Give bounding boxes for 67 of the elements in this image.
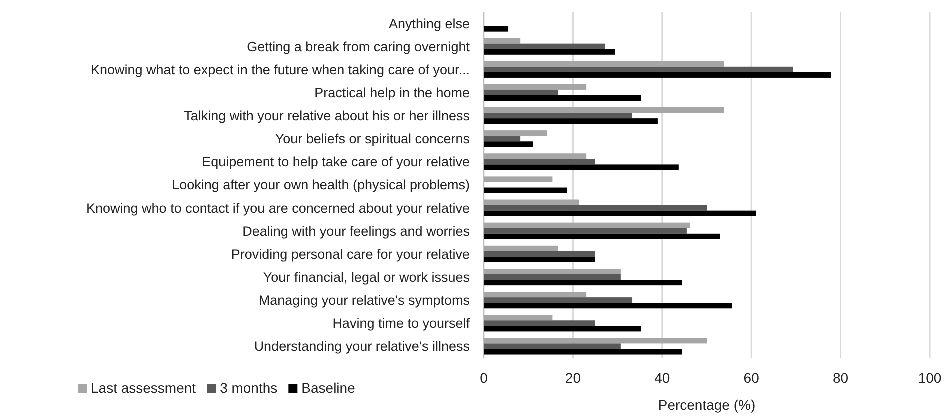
bar xyxy=(484,72,831,78)
x-axis-title: Percentage (%) xyxy=(658,397,756,413)
bar xyxy=(484,344,621,350)
bar xyxy=(484,326,642,332)
y-tick-label: Equipement to help take care of your relative xyxy=(202,154,470,170)
bar xyxy=(484,26,509,32)
bar xyxy=(484,228,687,234)
x-tick-label: 0 xyxy=(480,370,488,386)
bar xyxy=(484,268,621,274)
bar xyxy=(484,205,707,211)
legend-label: 3 months xyxy=(220,380,278,396)
y-tick-label: Getting a break from caring overnight xyxy=(247,39,470,54)
legend-label: Last assessment xyxy=(91,380,196,396)
bar xyxy=(484,176,553,182)
bar xyxy=(484,298,633,304)
y-tick-label: Having time to yourself xyxy=(332,316,470,332)
y-tick-label: Practical help in the home xyxy=(314,85,470,100)
bar xyxy=(484,90,558,96)
bar xyxy=(484,118,658,124)
y-tick-label: Dealing with your feelings and worries xyxy=(242,224,470,239)
bar xyxy=(484,303,732,309)
bar xyxy=(484,107,724,114)
y-tick-label: Anything else xyxy=(388,16,470,32)
bar xyxy=(484,280,682,286)
bar xyxy=(484,84,587,90)
bar xyxy=(484,320,596,326)
x-tick-label: 100 xyxy=(918,370,942,386)
bar xyxy=(484,200,580,206)
x-tick-label: 80 xyxy=(833,370,849,386)
x-tick-label: 20 xyxy=(565,370,582,386)
bar xyxy=(484,113,633,119)
bar xyxy=(484,49,616,55)
bar xyxy=(484,274,621,280)
bar xyxy=(484,136,521,142)
y-tick-label: Understanding your relative's illness xyxy=(254,339,470,354)
y-tick-label: Providing personal care for your relative xyxy=(231,246,470,262)
legend-label: Baseline xyxy=(302,380,356,396)
y-tick-label: Knowing who to contact if you are concerned about your relative xyxy=(86,200,470,216)
bar xyxy=(484,251,596,257)
bar xyxy=(484,164,679,170)
bar xyxy=(484,338,707,344)
bar xyxy=(484,256,596,263)
bar xyxy=(484,130,548,136)
bar xyxy=(484,222,690,228)
x-tick-label: 60 xyxy=(744,370,760,386)
y-tick-label: Your financial, legal or work issues xyxy=(263,270,470,285)
y-tick-label: Your beliefs or spiritual concerns xyxy=(275,132,470,147)
bar xyxy=(484,349,682,355)
bar xyxy=(484,234,720,240)
x-tick-label: 40 xyxy=(654,370,670,386)
bar xyxy=(484,188,568,194)
bar xyxy=(484,292,587,298)
bar xyxy=(484,96,642,102)
bar xyxy=(484,142,534,148)
bar xyxy=(484,315,553,321)
bar xyxy=(484,61,724,67)
y-tick-label: Talking with your relative about his or her illness xyxy=(184,108,470,124)
y-tick-label: Knowing what to expect in the future when taking care of your... xyxy=(91,62,470,78)
y-tick-label: Managing your relative's symptoms xyxy=(258,293,470,308)
bar xyxy=(484,154,587,160)
bar xyxy=(484,210,757,216)
bar xyxy=(484,38,521,44)
bar xyxy=(484,44,606,50)
bar xyxy=(484,159,596,165)
bar xyxy=(484,66,794,72)
bar xyxy=(484,246,558,252)
y-tick-label: Looking after your own health (physical problems) xyxy=(172,178,470,193)
